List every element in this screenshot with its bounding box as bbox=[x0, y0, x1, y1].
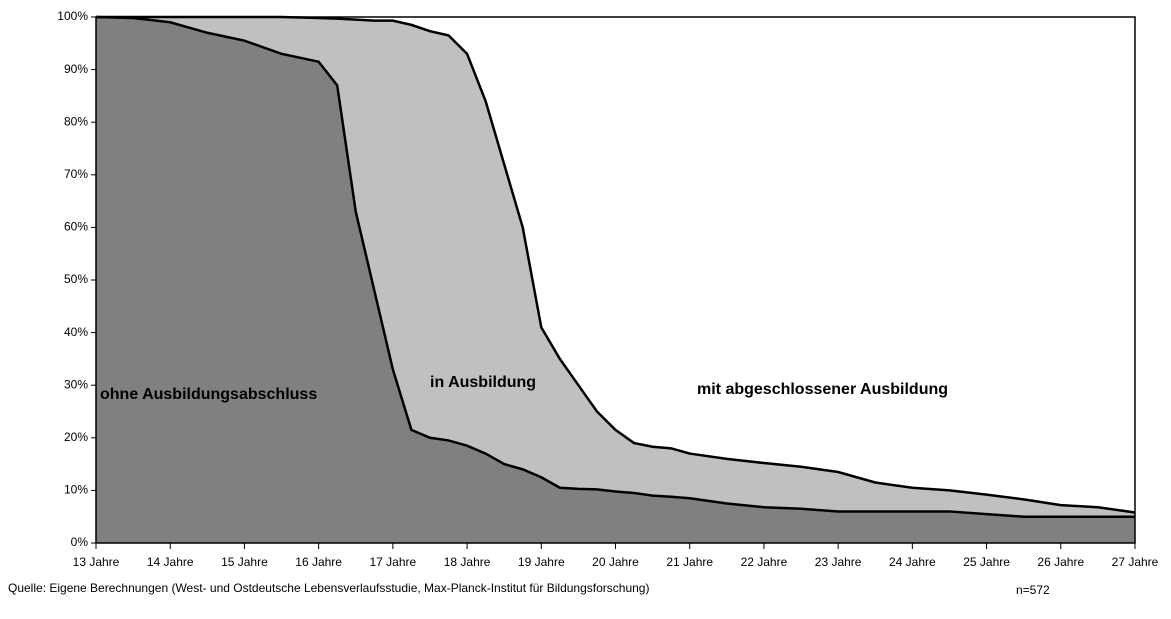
x-tick-label: 26 Jahre bbox=[1037, 555, 1084, 569]
area bbox=[96, 17, 1135, 543]
area bbox=[96, 17, 1135, 513]
boundary-line bbox=[96, 15, 1136, 514]
x-tick-label: 24 Jahre bbox=[889, 555, 936, 569]
y-tick-label: 90% bbox=[64, 62, 88, 76]
y-tick-label: 50% bbox=[64, 272, 88, 286]
x-tick-label: 18 Jahre bbox=[444, 555, 491, 569]
x-tick-label: 20 Jahre bbox=[592, 555, 639, 569]
source-note: Quelle: Eigene Berechnungen (West- und O… bbox=[8, 581, 649, 595]
area-label: mit abgeschlossener Ausbildung bbox=[697, 381, 948, 398]
area-label: in Ausbildung bbox=[430, 374, 536, 391]
y-tick-label: 60% bbox=[64, 220, 88, 234]
sample-size-note: n=572 bbox=[1016, 583, 1050, 597]
y-tick-label: 40% bbox=[64, 325, 88, 339]
area-label: ohne Ausbildungsabschluss bbox=[100, 386, 317, 403]
x-tick-label: 19 Jahre bbox=[518, 555, 565, 569]
x-tick-label: 22 Jahre bbox=[741, 555, 788, 569]
y-tick-label: 80% bbox=[64, 114, 88, 128]
y-tick-label: 100% bbox=[57, 9, 88, 23]
x-tick-label: 21 Jahre bbox=[666, 555, 713, 569]
y-tick-label: 20% bbox=[64, 430, 88, 444]
x-tick-label: 16 Jahre bbox=[295, 555, 342, 569]
y-tick-label: 70% bbox=[64, 167, 88, 181]
x-tick-label: 25 Jahre bbox=[963, 555, 1010, 569]
area bbox=[96, 17, 1135, 517]
x-tick-label: 14 Jahre bbox=[147, 555, 194, 569]
y-tick-label: 30% bbox=[64, 377, 88, 391]
x-tick-label: 23 Jahre bbox=[815, 555, 862, 569]
boundary-line bbox=[95, 15, 1135, 518]
x-tick-label: 27 Jahre bbox=[1112, 555, 1159, 569]
x-tick-label: 13 Jahre bbox=[73, 555, 120, 569]
y-tick-label: 10% bbox=[64, 483, 88, 497]
y-tick-label: 0% bbox=[71, 535, 89, 549]
x-tick-label: 17 Jahre bbox=[370, 555, 417, 569]
x-tick-label: 15 Jahre bbox=[221, 555, 268, 569]
